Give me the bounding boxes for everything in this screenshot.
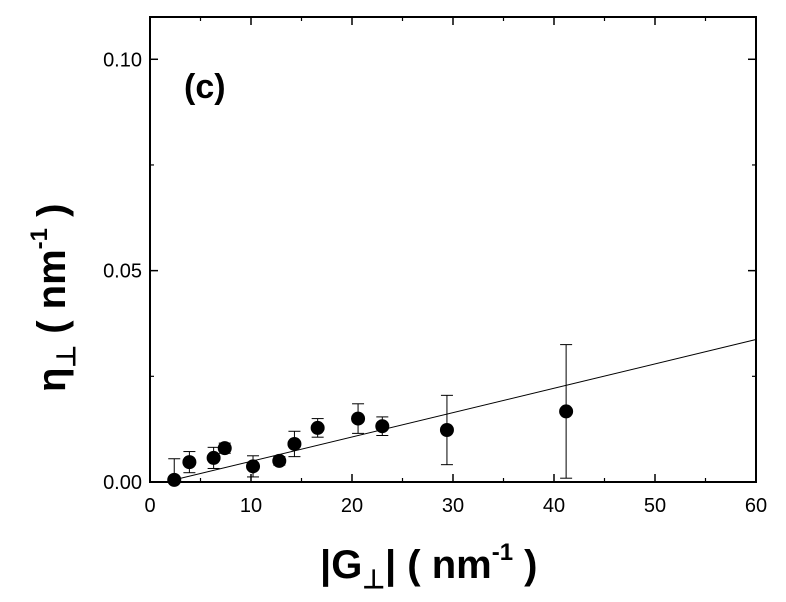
data-point	[310, 420, 325, 435]
y-axis-title-close: )	[30, 204, 74, 228]
data-point	[167, 472, 182, 487]
x-axis-title: |G⊥| ( nm-1 )	[320, 539, 538, 594]
x-axis-title-close: )	[513, 543, 537, 587]
x-tick-label: 0	[144, 495, 155, 517]
data-point	[217, 441, 232, 456]
data-point	[559, 404, 574, 419]
data-points	[167, 344, 574, 487]
x-tick-label: 50	[644, 495, 666, 517]
x-axis-title-sub: ⊥	[362, 564, 385, 594]
y-axis-title: η⊥ ( nm-1 )	[26, 204, 81, 392]
x-tick-label: 40	[543, 495, 565, 517]
data-point	[375, 419, 390, 434]
x-tick-label: 10	[240, 495, 262, 517]
panel-label: (c)	[184, 68, 226, 106]
y-axis-title-main: η	[30, 368, 74, 392]
x-axis-ticks: 0 10 20 30 40 50 60	[144, 17, 767, 517]
y-axis-ticks: 0.00 0.05 0.10	[103, 49, 756, 494]
data-point	[439, 423, 454, 438]
y-axis-title-post: ( nm	[30, 249, 74, 345]
fit-line-group	[165, 339, 757, 483]
y-axis-title-sup: -1	[26, 228, 53, 249]
x-axis-title-pre: |G	[320, 543, 362, 587]
y-axis-title-sub: ⊥	[51, 345, 81, 368]
data-point	[351, 411, 366, 426]
x-tick-label: 20	[341, 495, 363, 517]
data-point	[206, 450, 221, 465]
y-tick-label: 0.05	[103, 261, 142, 283]
data-point	[287, 436, 302, 451]
y-tick-label: 0.10	[103, 49, 142, 71]
x-axis-title-post: | ( nm	[385, 543, 492, 587]
y-tick-label: 0.00	[103, 472, 142, 494]
x-tick-label: 30	[442, 495, 464, 517]
data-point	[182, 455, 197, 470]
x-tick-label: 60	[745, 495, 767, 517]
data-point	[246, 459, 261, 474]
fit-line	[165, 339, 757, 483]
x-axis-title-sup: -1	[492, 539, 513, 566]
data-point	[272, 453, 287, 468]
